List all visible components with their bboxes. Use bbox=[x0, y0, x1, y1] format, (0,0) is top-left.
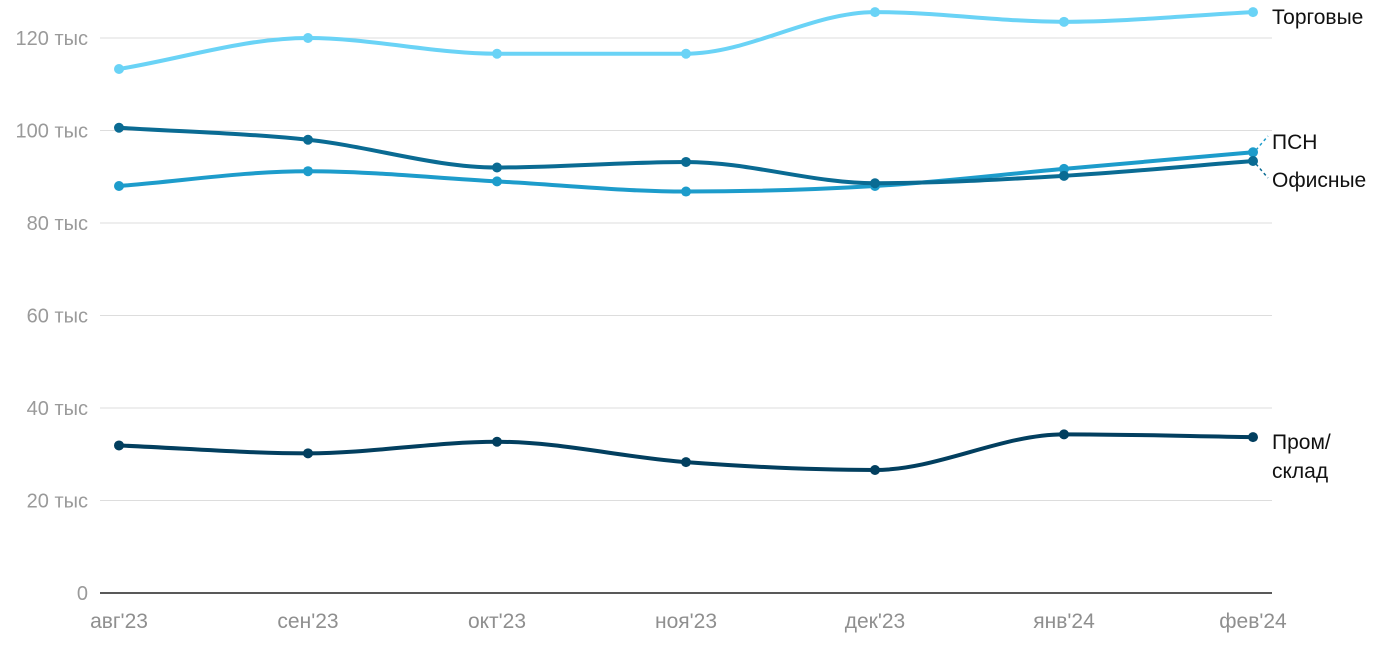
y-tick-label: 0 bbox=[77, 583, 88, 605]
series-label: Пром/склад bbox=[1272, 431, 1331, 483]
data-point bbox=[114, 122, 124, 133]
data-point bbox=[681, 156, 691, 167]
data-point bbox=[303, 166, 313, 177]
series-1 bbox=[114, 147, 1258, 197]
data-point bbox=[870, 178, 880, 189]
series-line bbox=[117, 125, 1255, 186]
series-label: Торговые bbox=[1272, 6, 1363, 29]
x-tick-label: дек'23 bbox=[845, 610, 906, 633]
data-point bbox=[1059, 163, 1069, 174]
data-point bbox=[492, 436, 502, 447]
x-tick-label: окт'23 bbox=[468, 610, 526, 633]
data-point bbox=[1059, 170, 1069, 181]
series-0 bbox=[114, 7, 1258, 74]
x-tick-label: ноя'23 bbox=[655, 610, 717, 633]
data-point bbox=[492, 162, 502, 173]
data-point bbox=[303, 448, 313, 459]
data-point bbox=[681, 48, 691, 59]
y-tick-label: 40 тыс bbox=[27, 398, 88, 420]
series-line bbox=[117, 10, 1255, 71]
data-point bbox=[1248, 432, 1258, 443]
data-point bbox=[1248, 147, 1258, 158]
y-tick-label: 120 тыс bbox=[16, 28, 88, 50]
x-tick-label: фев'24 bbox=[1219, 610, 1287, 633]
data-point bbox=[492, 48, 502, 59]
y-axis-tick-labels: 0 20 тыс 40 тыс 60 тыс 80 тыс 100 тыс 120 тыс bbox=[16, 28, 88, 605]
data-point bbox=[303, 33, 313, 43]
data-point bbox=[114, 63, 124, 74]
data-point bbox=[681, 457, 691, 468]
x-tick-label: сен'23 bbox=[277, 610, 338, 633]
data-point bbox=[1059, 429, 1069, 440]
series-label: Офисные bbox=[1272, 169, 1366, 192]
y-tick-label: 60 тыс bbox=[27, 306, 88, 328]
x-tick-label: авг'23 bbox=[90, 610, 148, 633]
series-lines bbox=[114, 7, 1258, 475]
data-point bbox=[114, 440, 124, 451]
series-2 bbox=[114, 122, 1258, 189]
y-tick-label: 80 тыс bbox=[27, 213, 88, 235]
data-point bbox=[1248, 156, 1258, 167]
gridlines bbox=[100, 37, 1272, 501]
series-labels: Торговые ПСН Офисные Пром/склад bbox=[1255, 6, 1366, 483]
data-point bbox=[1248, 7, 1258, 18]
series-label: ПСН bbox=[1272, 131, 1317, 154]
data-point bbox=[492, 176, 502, 187]
data-point bbox=[681, 186, 691, 197]
data-point bbox=[870, 7, 880, 18]
data-point bbox=[303, 134, 313, 145]
label-leader-line bbox=[1255, 163, 1269, 179]
data-point bbox=[114, 181, 124, 191]
x-axis-tick-labels: авг'23 сен'23 окт'23 ноя'23 дек'23 янв'24 фев'… bbox=[90, 610, 1287, 633]
x-tick-label: янв'24 bbox=[1033, 610, 1095, 633]
series-3 bbox=[114, 429, 1258, 475]
y-tick-label: 20 тыс bbox=[27, 491, 88, 513]
y-tick-label: 100 тыс bbox=[16, 121, 88, 143]
data-point bbox=[870, 464, 880, 475]
label-leader-line bbox=[1255, 135, 1269, 151]
data-point bbox=[1059, 16, 1069, 27]
